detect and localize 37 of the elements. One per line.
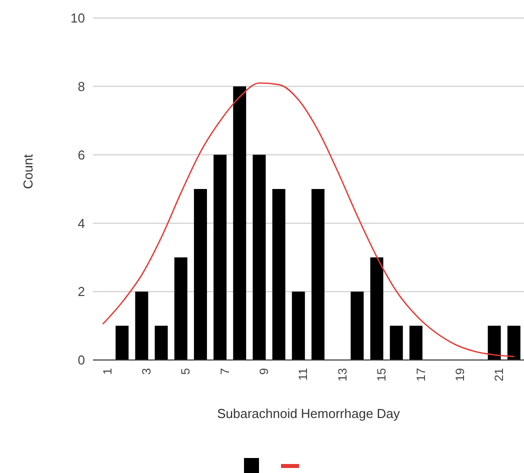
bar	[507, 326, 520, 360]
bar	[312, 189, 324, 360]
x-tick-label: 1	[100, 368, 114, 375]
y-axis-title: Count	[20, 154, 36, 189]
bar	[272, 189, 286, 360]
x-tick-label: 3	[139, 368, 154, 375]
bar	[194, 189, 207, 360]
bar	[252, 154, 266, 360]
x-tick-label: 21	[492, 368, 506, 382]
bar	[214, 154, 227, 360]
bar	[135, 292, 148, 360]
bar	[390, 326, 403, 360]
y-tick-label: 0	[78, 352, 85, 368]
y-tick-label: 8	[78, 79, 85, 94]
x-axis-title: Subarachnoid Hemorrhage Day	[217, 406, 400, 421]
line-series	[102, 82, 515, 358]
y-tick-label: 2	[78, 284, 85, 300]
bar	[174, 257, 188, 360]
x-tick-label: 13	[335, 368, 350, 382]
bar	[154, 326, 168, 360]
y-tick-label: 4	[78, 216, 85, 231]
x-tick-label: 19	[452, 368, 467, 382]
bar	[292, 292, 305, 360]
x-tick-label: 17	[414, 368, 428, 382]
bar	[370, 257, 384, 360]
bar	[409, 326, 422, 360]
bar	[350, 292, 364, 360]
y-tick-label: 10	[70, 10, 85, 26]
x-tick-label: 11	[296, 368, 310, 380]
x-tick-label: 5	[178, 368, 193, 375]
bar	[233, 86, 246, 360]
bar	[116, 326, 129, 360]
x-tick-label: 15	[374, 368, 389, 382]
x-tick-label: 9	[257, 368, 272, 375]
bar	[488, 326, 501, 360]
y-tick-label: 6	[78, 147, 85, 162]
x-tick-label: 7	[218, 368, 232, 375]
